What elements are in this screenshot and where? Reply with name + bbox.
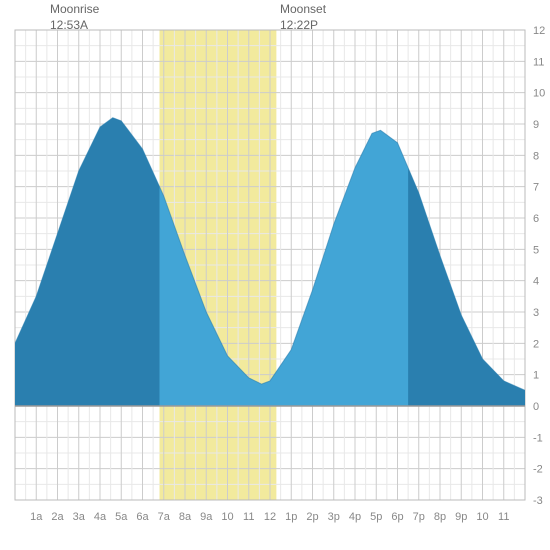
svg-text:2p: 2p <box>306 511 318 523</box>
svg-text:5a: 5a <box>115 511 128 523</box>
svg-text:8a: 8a <box>179 511 192 523</box>
svg-text:11: 11 <box>533 56 544 68</box>
svg-text:9a: 9a <box>200 511 213 523</box>
tide-chart: Moonrise 12:53A Moonset 12:22P -3-2-1012… <box>0 0 550 550</box>
svg-text:12: 12 <box>533 25 545 37</box>
svg-text:6p: 6p <box>391 511 403 523</box>
svg-text:4a: 4a <box>94 511 107 523</box>
svg-text:6: 6 <box>533 213 539 225</box>
moonrise-title: Moonrise <box>50 2 99 16</box>
svg-text:-2: -2 <box>533 464 543 476</box>
moonset-time: 12:22P <box>280 18 318 32</box>
moonset-title: Moonset <box>280 2 326 16</box>
svg-text:5p: 5p <box>370 511 382 523</box>
svg-text:2: 2 <box>533 338 539 350</box>
svg-text:7p: 7p <box>413 511 425 523</box>
moonset-label: Moonset 12:22P <box>280 2 326 33</box>
svg-text:8p: 8p <box>434 511 446 523</box>
svg-text:3: 3 <box>533 307 539 319</box>
svg-text:5: 5 <box>533 244 539 256</box>
svg-text:1p: 1p <box>285 511 297 523</box>
svg-text:10: 10 <box>476 511 488 523</box>
svg-text:1a: 1a <box>30 511 43 523</box>
svg-text:4p: 4p <box>349 511 361 523</box>
svg-text:4: 4 <box>533 276 539 288</box>
svg-text:3a: 3a <box>73 511 86 523</box>
svg-text:9p: 9p <box>455 511 467 523</box>
svg-text:3p: 3p <box>328 511 340 523</box>
svg-text:8: 8 <box>533 150 539 162</box>
svg-text:11: 11 <box>243 511 254 523</box>
moonrise-label: Moonrise 12:53A <box>50 2 99 33</box>
svg-text:-1: -1 <box>533 432 543 444</box>
moonrise-time: 12:53A <box>50 18 88 32</box>
svg-text:10: 10 <box>221 511 233 523</box>
svg-text:11: 11 <box>498 511 509 523</box>
svg-text:-3: -3 <box>533 495 543 507</box>
svg-text:9: 9 <box>533 119 539 131</box>
svg-text:0: 0 <box>533 401 539 413</box>
svg-text:7a: 7a <box>158 511 171 523</box>
svg-text:2a: 2a <box>51 511 64 523</box>
svg-text:7: 7 <box>533 182 539 194</box>
svg-text:12: 12 <box>264 511 276 523</box>
svg-text:1: 1 <box>533 370 539 382</box>
svg-text:6a: 6a <box>136 511 149 523</box>
chart-svg: -3-2-101234567891011121a2a3a4a5a6a7a8a9a… <box>0 0 550 550</box>
svg-text:10: 10 <box>533 88 545 100</box>
